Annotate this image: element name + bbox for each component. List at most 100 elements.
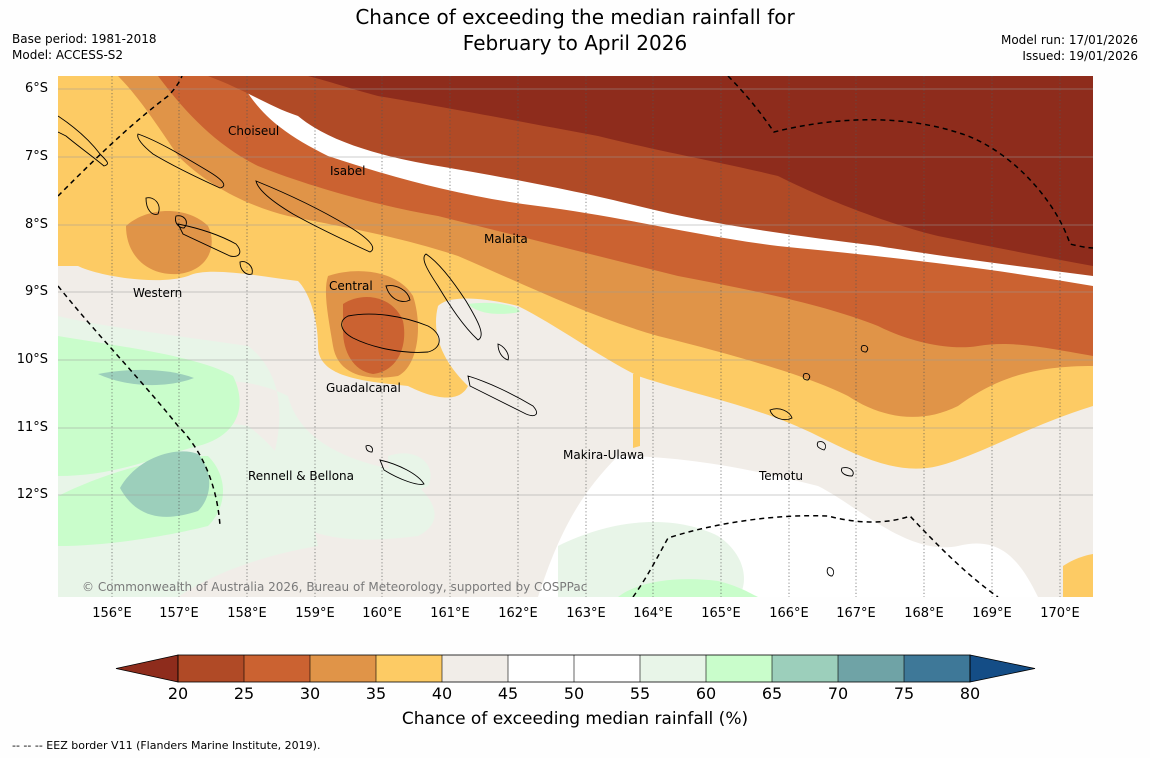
lat-label-7s: 7°S — [24, 149, 48, 164]
lat-label-9s: 9°S — [24, 284, 48, 299]
zone-below-20 — [308, 76, 1093, 266]
cb-tick-70: 70 — [827, 684, 849, 703]
model-info: Base period: 1981-2018 Model: ACCESS-S2 — [12, 31, 157, 63]
cb-tick-75: 75 — [893, 684, 915, 703]
lon-label-167e: 167°E — [836, 606, 876, 621]
lat-gridlines — [58, 88, 1093, 496]
cb-tick-55: 55 — [629, 684, 651, 703]
island-isabel — [255, 180, 374, 253]
island-tikopia — [826, 567, 835, 577]
island-outlines — [58, 115, 869, 577]
island-malaita — [423, 253, 482, 341]
colorbar-bin-30-35 — [310, 655, 376, 682]
island-santa-cruz — [769, 408, 793, 421]
colorbar-bin-55-60 — [640, 655, 706, 682]
island-vella — [145, 197, 160, 215]
colorbar-bin-25-30 — [244, 655, 310, 682]
region-label-makira: Makira-Ulawa — [563, 448, 645, 462]
colorbar-bin-35-40 — [376, 655, 442, 682]
island-rennell — [379, 459, 425, 485]
lat-label-12s: 12°S — [16, 487, 48, 502]
island-utupua — [841, 467, 854, 477]
cb-tick-35: 35 — [365, 684, 387, 703]
zone-25-30 — [158, 76, 1093, 356]
lat-label-6s: 6°S — [24, 81, 48, 96]
island-south-malaita — [497, 343, 509, 361]
zone-30-35-east — [910, 404, 928, 415]
zone-60-65-malaita — [468, 302, 520, 314]
map-title: Chance of exceeding the median rainfall … — [0, 4, 1150, 56]
model-run: Model run: 17/01/2026 — [1000, 33, 1138, 47]
region-label-guadalcanal: Guadalcanal — [326, 381, 401, 395]
zone-65-70-south — [120, 451, 210, 517]
colorbar — [115, 654, 1036, 683]
cb-tick-50: 50 — [563, 684, 585, 703]
cb-tick-40: 40 — [431, 684, 453, 703]
island-new-georgia — [177, 223, 241, 257]
colorbar-extend-low — [115, 654, 179, 683]
lon-label-156e: 156°E — [92, 606, 132, 621]
colorbar-extend-high — [969, 654, 1036, 683]
model-name: Model: ACCESS-S2 — [12, 48, 124, 62]
lon-label-166e: 166°E — [769, 606, 809, 621]
island-vanikoro — [816, 441, 827, 451]
cb-tick-30: 30 — [299, 684, 321, 703]
eez-footnote: -- -- -- EEZ border V11 (Flanders Marine… — [12, 739, 321, 752]
lon-label-164e: 164°E — [633, 606, 673, 621]
issued-date: Issued: 19/01/2026 — [1022, 49, 1138, 63]
lat-label-10s: 10°S — [16, 352, 48, 367]
island-makira — [467, 375, 537, 417]
zone-65-70-west — [98, 369, 194, 386]
lon-label-170e: 170°E — [1040, 606, 1080, 621]
copyright-notice: © Commonwealth of Australia 2026, Bureau… — [82, 580, 588, 594]
island-gizo — [175, 215, 187, 229]
region-label-rennell: Rennell & Bellona — [248, 469, 355, 483]
colorbar-bin-50-55 — [574, 655, 640, 682]
eez-segment-northeast — [727, 76, 1093, 249]
lon-label-163e: 163°E — [566, 606, 606, 621]
cb-tick-25: 25 — [233, 684, 255, 703]
island-guadalcanal — [341, 313, 440, 353]
cb-tick-65: 65 — [761, 684, 783, 703]
cb-tick-80: 80 — [959, 684, 981, 703]
cb-tick-60: 60 — [695, 684, 717, 703]
zone-25-30-central — [343, 297, 405, 374]
colorbar-title: Chance of exceeding median rainfall (%) — [401, 709, 749, 729]
zone-35-40-strip — [633, 374, 640, 448]
colorbar-bin-40-45 — [442, 655, 508, 682]
region-label-central: Central — [329, 279, 373, 293]
colorbar-bin-75-80 — [904, 655, 970, 682]
region-label-temotu: Temotu — [759, 469, 804, 483]
cb-tick-20: 20 — [167, 684, 189, 703]
base-period: Base period: 1981-2018 — [12, 32, 157, 46]
island-nggela — [385, 285, 411, 302]
eez-border — [58, 76, 1093, 597]
cb-tick-45: 45 — [497, 684, 519, 703]
rainfall-map — [58, 76, 1093, 597]
zone-55-60-east — [558, 522, 744, 597]
lon-label-161e: 161°E — [430, 606, 470, 621]
lon-label-160e: 160°E — [362, 606, 402, 621]
island-bellona — [365, 445, 373, 453]
island-duff — [860, 345, 869, 353]
lon-label-165e: 165°E — [701, 606, 741, 621]
lon-label-159e: 159°E — [295, 606, 335, 621]
island-choiseul — [137, 133, 225, 189]
region-label-choiseul: Choiseul — [228, 124, 280, 138]
colorbar-frame — [177, 654, 971, 683]
zone-35-40-south — [1063, 554, 1093, 597]
lon-label-157e: 157°E — [159, 606, 199, 621]
eez-segment-south — [632, 514, 999, 597]
lon-label-158e: 158°E — [227, 606, 267, 621]
island-reef-islands — [802, 373, 811, 381]
lon-label-168e: 168°E — [904, 606, 944, 621]
title-line-1: Chance of exceeding the median rainfall … — [355, 5, 795, 29]
region-label-malaita: Malaita — [484, 232, 528, 246]
lon-label-169e: 169°E — [972, 606, 1012, 621]
lon-label-162e: 162°E — [498, 606, 538, 621]
island-russell — [239, 261, 253, 275]
run-info: Model run: 17/01/2026 Issued: 19/01/2026 — [1001, 32, 1138, 64]
region-label-western: Western — [133, 286, 183, 300]
lat-label-8s: 8°S — [24, 217, 48, 232]
zone-60-65-west — [58, 336, 240, 476]
